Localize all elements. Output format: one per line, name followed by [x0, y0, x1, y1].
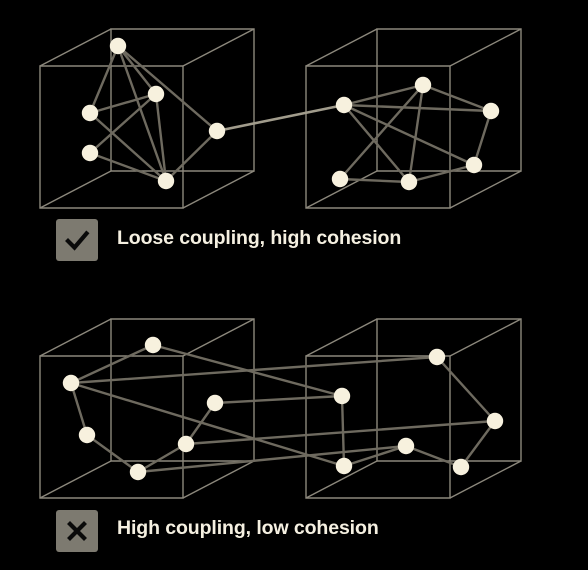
cross-icon — [67, 521, 87, 541]
node-a1 — [109, 37, 127, 55]
node-a4 — [81, 144, 99, 162]
node-b2 — [335, 96, 353, 114]
node-d2 — [333, 387, 351, 405]
link-b1-b3 — [421, 83, 493, 113]
link-b6-b5 — [338, 177, 411, 184]
link-b4-b5 — [407, 163, 476, 184]
node-a6 — [208, 122, 226, 140]
link-c4-c6 — [85, 433, 140, 474]
link-a1-a2 — [116, 44, 158, 96]
link-a3-a2 — [88, 92, 158, 115]
node-d6 — [452, 458, 470, 476]
node-links — [69, 44, 497, 474]
node-c3 — [206, 394, 224, 412]
link-d1-d3 — [435, 355, 497, 423]
cube-outlines — [39, 28, 522, 499]
link-c6-d4 — [136, 444, 408, 474]
node-b1 — [414, 76, 432, 94]
node-b6 — [331, 170, 349, 188]
nodes — [62, 37, 504, 481]
link-b2-b5 — [342, 103, 411, 184]
node-d5 — [335, 457, 353, 475]
node-d4 — [397, 437, 415, 455]
node-d3 — [486, 412, 504, 430]
caption-high-coupling: High coupling, low cohesion — [117, 517, 379, 539]
link-d2-d5 — [340, 394, 346, 468]
node-b5 — [400, 173, 418, 191]
node-c2 — [62, 374, 80, 392]
link-b2-b4 — [342, 103, 476, 167]
node-a5 — [157, 172, 175, 190]
link-a3-a5 — [88, 111, 168, 183]
link-a1-a6 — [116, 44, 219, 133]
link-a5-a6 — [164, 129, 219, 183]
link-c2-d5 — [69, 381, 346, 468]
link-a2-a5 — [154, 92, 168, 183]
cube-bottom-right — [305, 318, 522, 499]
link-a1-a5 — [116, 44, 168, 183]
node-a3 — [81, 104, 99, 122]
cube-top-right — [305, 28, 522, 209]
check-badge — [56, 219, 98, 261]
link-b2-b3 — [342, 103, 493, 113]
cross-badge — [56, 510, 98, 552]
link-c3-d2 — [213, 394, 344, 405]
link-c5-d3 — [184, 419, 497, 446]
node-b3 — [482, 102, 500, 120]
node-c1 — [144, 336, 162, 354]
node-c4 — [78, 426, 96, 444]
link-b2-b1 — [342, 83, 425, 107]
inter-module-link — [215, 103, 346, 133]
link-d4-d5 — [342, 444, 408, 468]
node-b4 — [465, 156, 483, 174]
link-a4-a5 — [88, 151, 168, 183]
node-c5 — [177, 435, 195, 453]
link-b1-b5 — [407, 83, 425, 184]
caption-loose-coupling: Loose coupling, high cohesion — [117, 227, 402, 249]
node-c6 — [129, 463, 147, 481]
link-c2-c4 — [69, 381, 89, 437]
link-d6-d4 — [404, 444, 463, 469]
link-c2-d1 — [69, 355, 439, 385]
link-c6-c5 — [136, 442, 188, 474]
link-a2-a4 — [88, 92, 158, 155]
link-c2-c1 — [69, 343, 155, 385]
link-d3-d6 — [459, 419, 497, 469]
node-d1 — [428, 348, 446, 366]
link-b1-b6 — [338, 83, 425, 181]
cube-top-left — [39, 28, 255, 209]
link-b3-b4 — [472, 109, 493, 167]
check-icon — [65, 230, 90, 251]
node-a2 — [147, 85, 165, 103]
link-a1-a3 — [88, 44, 120, 115]
